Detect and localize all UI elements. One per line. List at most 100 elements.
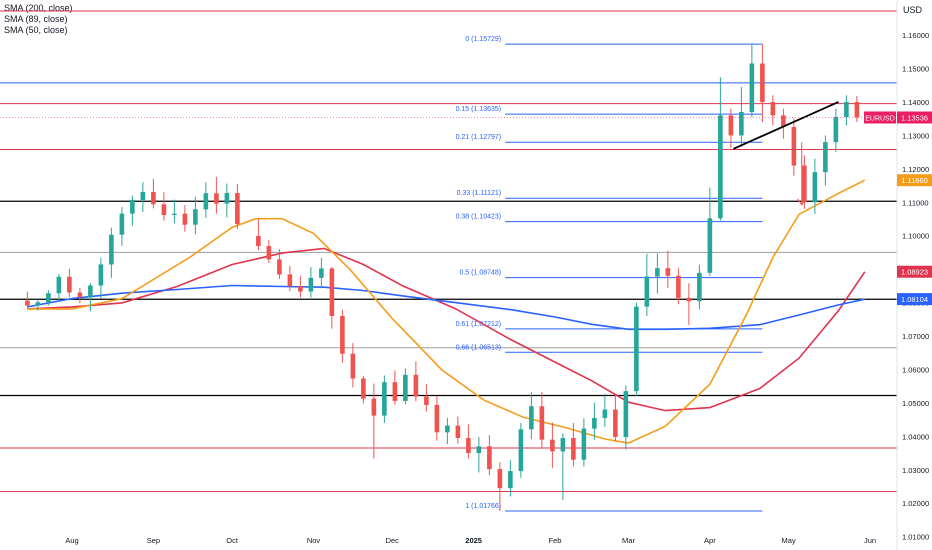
- trendline: [733, 101, 839, 150]
- candle-body: [781, 115, 786, 128]
- candle-body: [424, 396, 429, 405]
- candle-body: [224, 192, 230, 204]
- y-tick-label: 1.07000: [902, 332, 929, 341]
- candle-body: [529, 406, 534, 430]
- sma89-line: [27, 284, 865, 331]
- candle-body: [665, 268, 671, 276]
- price-badge-text: 1.13536: [901, 113, 928, 122]
- candle-body: [623, 391, 629, 437]
- legend-sma50[interactable]: SMA (50, close): [4, 25, 68, 35]
- x-tick-label: May: [782, 536, 796, 545]
- fib-label: 0.61 (1.07212): [456, 321, 502, 328]
- candle-body: [172, 213, 177, 215]
- y-tick-label: 1.15000: [902, 65, 929, 74]
- x-tick-label: Apr: [704, 536, 716, 545]
- legend-sma200[interactable]: SMA (200, close): [4, 3, 73, 13]
- candle-body: [466, 437, 471, 454]
- price-badge-text: 1.08104: [901, 295, 928, 304]
- y-tick-label: 1.16000: [902, 31, 929, 40]
- candle-body: [455, 425, 461, 438]
- candle-body: [770, 101, 776, 116]
- fib-label: 0.5 (1.08748): [459, 270, 501, 277]
- candle-body: [812, 172, 818, 203]
- x-tick-label: Feb: [549, 536, 562, 545]
- x-tick-label: Oct: [226, 536, 239, 545]
- fib-label: 0.33 (1.11121): [457, 190, 502, 197]
- candle-body: [235, 192, 240, 225]
- y-tick-label: 1.14000: [902, 98, 929, 107]
- candle-body: [382, 382, 387, 416]
- candle-body: [151, 191, 156, 205]
- fib-label: 0.21 (1.12797): [456, 134, 502, 141]
- candle-body: [392, 382, 398, 401]
- candle-body: [434, 404, 440, 433]
- price-badge-text: 1.11660: [901, 176, 928, 185]
- candle-body: [277, 259, 282, 275]
- candle-body: [791, 127, 797, 166]
- candle-body: [728, 115, 734, 136]
- candle-body: [182, 213, 188, 225]
- legend-sma89[interactable]: SMA (89, close): [4, 14, 68, 24]
- fib-label: 0 (1.15729): [465, 36, 501, 43]
- candle-body: [854, 101, 860, 118]
- candle-body: [613, 409, 618, 437]
- x-tick-label: 2025: [465, 536, 482, 545]
- sma-lines: [27, 179, 866, 444]
- candle-body: [109, 234, 114, 265]
- candle-body: [266, 246, 272, 260]
- candle-body: [256, 236, 261, 247]
- candle-body: [602, 409, 608, 418]
- fibonacci-retracement[interactable]: 0 (1.15729) 0.15 (1.13635) 0.21 (1.12797) 0…: [456, 36, 763, 512]
- candle-body: [634, 306, 639, 392]
- candle-body: [802, 165, 807, 203]
- candle-body: [476, 446, 482, 454]
- time-axis[interactable]: Aug Sep Oct Nov Dec 2025 Feb Mar Apr May Jun: [65, 536, 876, 545]
- candle-body: [35, 302, 41, 306]
- candle-body: [550, 439, 555, 452]
- down-arrow-head: [797, 198, 807, 206]
- candle-body: [67, 276, 72, 293]
- candle-body: [119, 213, 125, 235]
- fib-label: 1 (1.01766): [465, 503, 501, 510]
- candle-body: [697, 272, 702, 302]
- candle-body: [403, 374, 408, 401]
- candle-body: [497, 469, 503, 489]
- candle-body: [718, 115, 723, 219]
- sma50-line: [27, 179, 866, 444]
- candle-body: [361, 378, 366, 399]
- candle-body: [844, 101, 849, 118]
- candle-body: [214, 193, 219, 204]
- annotations[interactable]: [733, 101, 839, 206]
- candle-body: [760, 63, 765, 102]
- candle-body: [88, 285, 93, 298]
- candle-body: [749, 63, 755, 113]
- candle-body: [581, 428, 587, 460]
- symbol-badge-text: EURUSD: [865, 115, 895, 122]
- price-badge-sma200: [897, 265, 932, 278]
- candle-body: [707, 218, 713, 273]
- candle-body: [592, 417, 597, 429]
- candle-body: [676, 275, 681, 298]
- candle-body: [644, 276, 650, 307]
- candle-body: [371, 398, 377, 416]
- y-tick-label: 1.13000: [902, 131, 929, 140]
- price-badge-sma89: [897, 293, 932, 306]
- candle-body: [203, 193, 209, 210]
- candle-body: [655, 268, 660, 277]
- candle-body: [508, 471, 513, 489]
- x-tick-label: Aug: [65, 536, 78, 545]
- candle-body: [340, 315, 345, 354]
- x-tick-label: Mar: [622, 536, 635, 545]
- price-badge-sma50: [897, 174, 932, 187]
- candle-body: [298, 286, 303, 292]
- candle-body: [329, 268, 335, 316]
- y-tick-label: 1.12000: [902, 165, 929, 174]
- y-tick-label: 1.04000: [902, 432, 929, 441]
- y-tick-label: 1.10000: [902, 232, 929, 241]
- y-tick-label: 1.05000: [902, 399, 929, 408]
- candle-body: [98, 264, 104, 286]
- x-tick-label: Nov: [307, 536, 321, 545]
- candle-body: [46, 293, 51, 303]
- candle-body: [25, 300, 30, 306]
